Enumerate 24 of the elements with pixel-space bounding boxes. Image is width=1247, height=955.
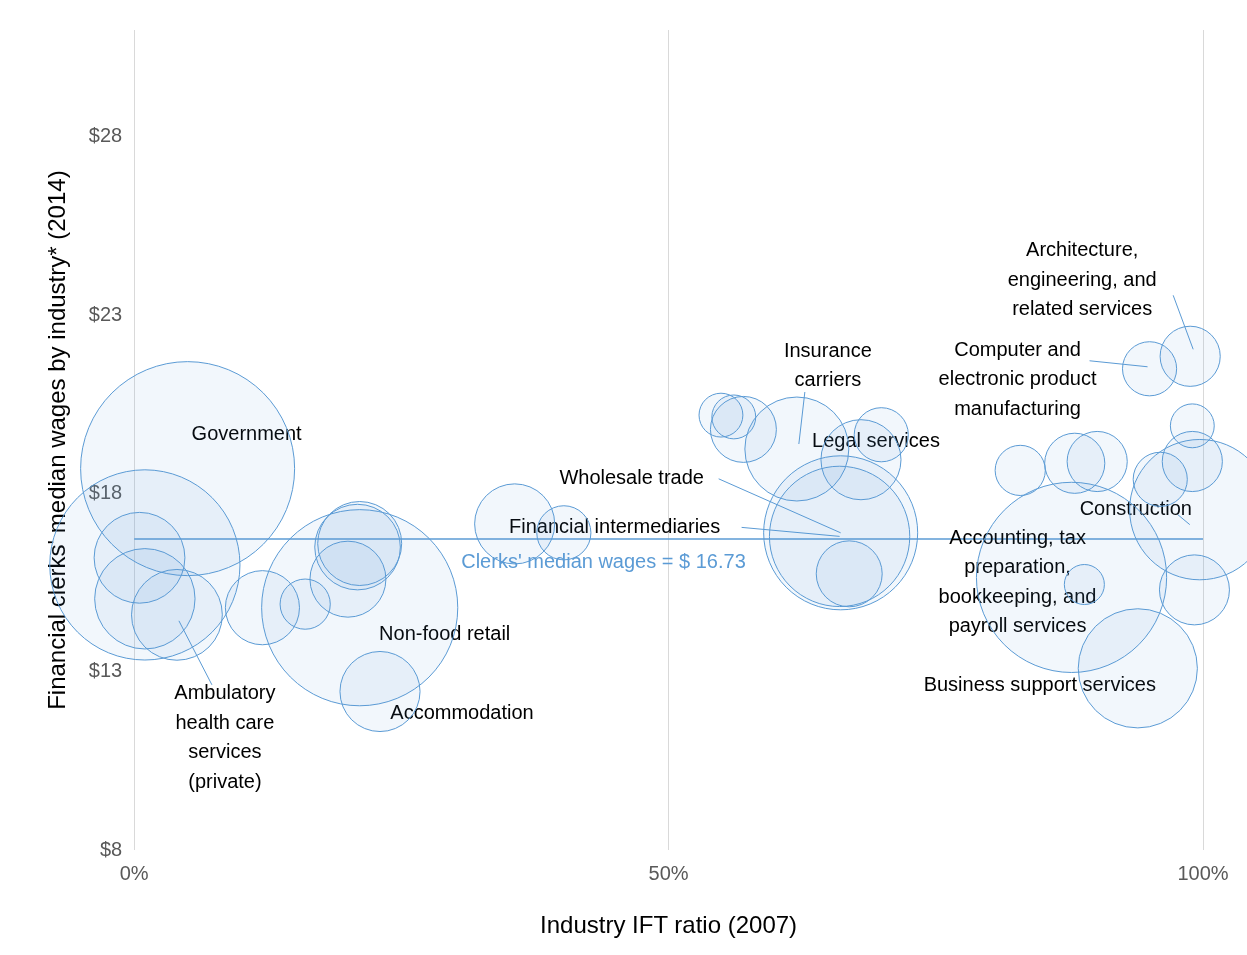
x-tick-label: 50% <box>648 861 689 884</box>
annotation: Accounting, tax preparation, bookkeeping, and payroll services <box>938 525 1097 637</box>
annotation: Ambulatory health care services (private) <box>174 681 276 792</box>
annotation: Wholesale trade <box>559 466 704 489</box>
annotation: Legal services <box>812 429 940 452</box>
annotation: Government <box>191 422 303 445</box>
y-axis-title: Financial clerks' median wages by industry* (2014) <box>43 170 71 710</box>
y-tick-label: $18 <box>88 481 123 504</box>
y-tick-label: $13 <box>88 659 123 682</box>
annotation: Business support services <box>923 672 1156 695</box>
annotation: Accommodation <box>390 701 534 724</box>
annotation: Computer and electronic product manufacturing <box>938 337 1097 419</box>
y-tick-label: $23 <box>88 302 123 325</box>
annotation: Construction <box>1079 497 1192 520</box>
annotation: Insurance carriers <box>783 338 872 391</box>
annotation: Architecture, engineering, and related services <box>1007 238 1157 320</box>
x-tick-label: 100% <box>1177 861 1229 884</box>
annotation: Financial intermediaries <box>509 514 721 537</box>
ref-line-label: Clerks' median wages = $ 16.73 <box>461 550 746 573</box>
x-tick-label: 0% <box>119 861 149 884</box>
y-tick-label: $28 <box>88 124 123 147</box>
y-tick-label: $8 <box>99 837 123 860</box>
x-axis-title: Industry IFT ratio (2007) <box>540 911 798 939</box>
annotation: Non-food retail <box>379 622 511 645</box>
